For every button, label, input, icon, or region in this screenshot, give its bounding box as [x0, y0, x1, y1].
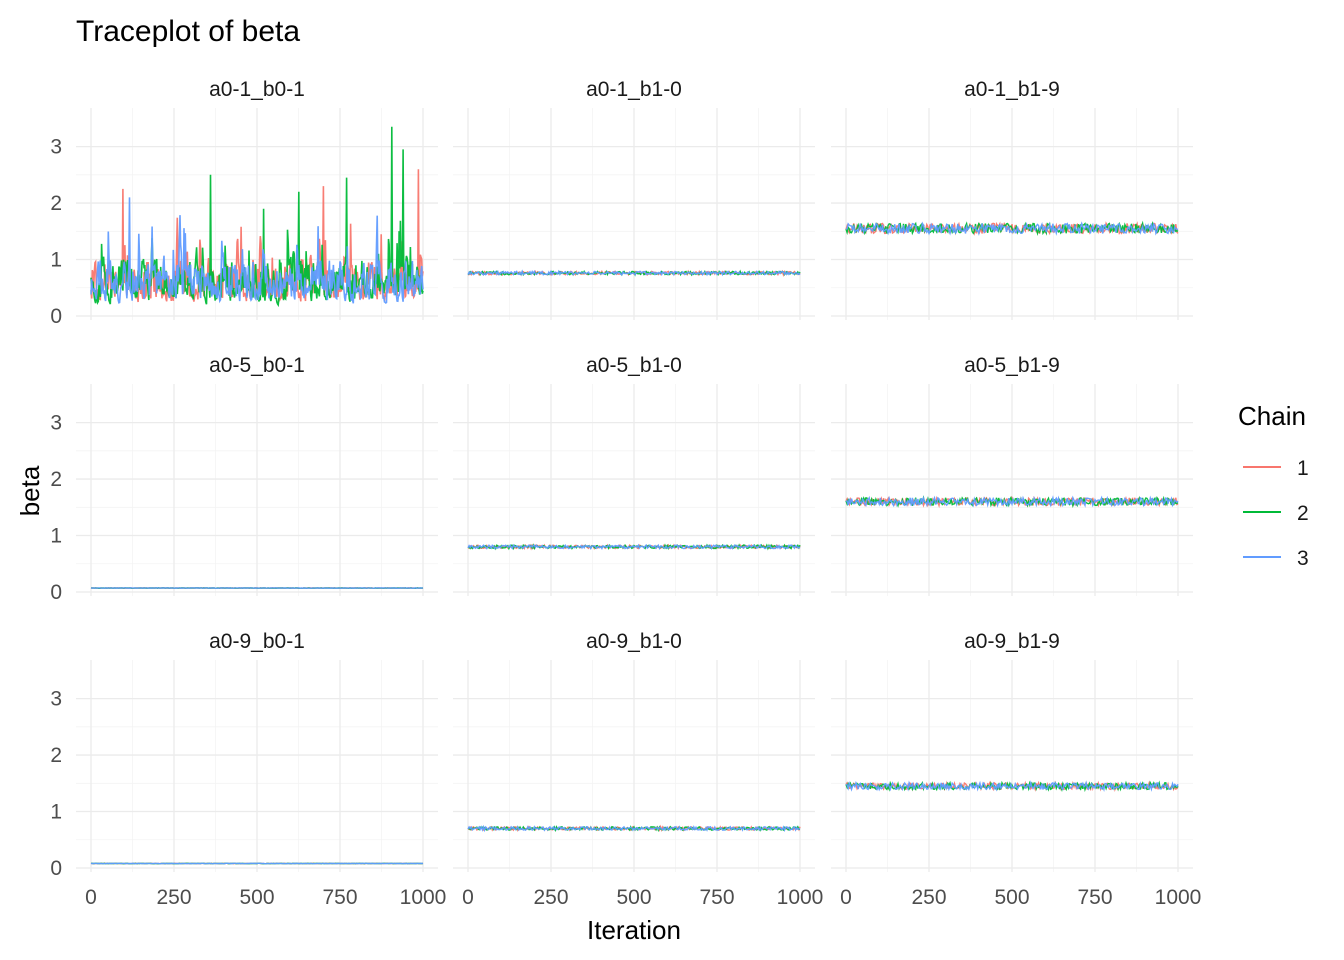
facet-strip-label: a0-1_b1-9	[964, 78, 1060, 101]
y-tick-label: 0	[50, 581, 62, 604]
y-tick-label: 0	[50, 305, 62, 328]
facet-panel-a0-5_b0-1: a0-5_b0-1 0 1 2 3	[50, 354, 438, 604]
y-tick-label: 2	[50, 468, 62, 491]
y-tick-label: 1	[50, 801, 62, 824]
facet-strip-label: a0-5_b1-9	[964, 354, 1060, 377]
y-tick-label: 2	[50, 192, 62, 215]
facet-strip-label: a0-5_b0-1	[209, 354, 305, 377]
x-tick-label: 0	[840, 886, 852, 909]
x-tick-label: 1000	[1155, 886, 1202, 909]
facet-panel-a0-1_b1-0: a0-1_b1-0	[453, 78, 815, 320]
series-line-chain-3	[467, 269, 801, 277]
facet-strip-label: a0-1_b0-1	[209, 78, 305, 101]
x-tick-label: 1000	[777, 886, 824, 909]
x-tick-label: 500	[994, 886, 1029, 909]
facet-panel-a0-9_b1-0: a0-9_b1-0 0 250 500 750 1000	[453, 630, 823, 909]
x-tick-label: 0	[85, 886, 97, 909]
facet-strip-label: a0-9_b1-0	[586, 630, 682, 653]
series-line-chain-3	[845, 221, 1179, 237]
series-line-chain-3	[467, 543, 801, 551]
facet-strip-label: a0-1_b1-0	[586, 78, 682, 101]
facet-panel-a0-9_b0-1: a0-9_b0-1 0 1 2 3 0 250 500 750 1000	[50, 630, 446, 909]
y-tick-label: 2	[50, 744, 62, 767]
chart-legend: Chain 1 2 3	[1238, 401, 1309, 570]
facet-panel-a0-5_b1-0: a0-5_b1-0	[453, 354, 815, 596]
y-axis-title: beta	[15, 465, 45, 516]
facet-strip-label: a0-5_b1-0	[586, 354, 682, 377]
x-tick-label: 0	[462, 886, 474, 909]
y-tick-label: 0	[50, 857, 62, 880]
x-tick-label: 750	[322, 886, 357, 909]
facet-panel-a0-1_b0-1: a0-1_b0-1 0 1 2 3	[50, 78, 438, 328]
y-tick-label: 3	[50, 412, 62, 435]
x-tick-label: 250	[533, 886, 568, 909]
series-line-chain-3	[90, 197, 424, 304]
facet-panel-a0-5_b1-9: a0-5_b1-9	[831, 354, 1193, 596]
series-line-chain-3	[845, 780, 1179, 793]
series-line-chain-2	[467, 543, 801, 551]
x-tick-label: 500	[616, 886, 651, 909]
x-tick-label: 750	[1077, 886, 1112, 909]
x-axis-title: Iteration	[587, 915, 681, 945]
chart-title: Traceplot of beta	[76, 15, 300, 48]
legend-label-chain-1: 1	[1297, 457, 1309, 480]
x-tick-label: 250	[156, 886, 191, 909]
x-tick-label: 500	[239, 886, 274, 909]
x-tick-label: 1000	[400, 886, 447, 909]
x-tick-label: 250	[911, 886, 946, 909]
series-line-chain-3	[467, 824, 801, 833]
x-tick-label: 750	[699, 886, 734, 909]
y-tick-label: 1	[50, 249, 62, 272]
series-line-chain-2	[845, 495, 1179, 509]
facet-strip-label: a0-9_b1-9	[964, 630, 1060, 653]
facet-strip-label: a0-9_b0-1	[209, 630, 305, 653]
y-tick-label: 3	[50, 136, 62, 159]
facet-panels: a0-1_b0-1 0 1 2 3 a0-1_b1-0 a0-1_b1-9 a0-5_b0-1…	[50, 78, 1201, 909]
legend-title: Chain	[1238, 401, 1306, 431]
series-line-chain-3	[90, 587, 424, 590]
legend-label-chain-2: 2	[1297, 502, 1309, 525]
y-tick-label: 1	[50, 525, 62, 548]
legend-label-chain-3: 3	[1297, 547, 1309, 570]
series-line-chain-3	[845, 495, 1179, 508]
y-tick-label: 3	[50, 688, 62, 711]
series-line-chain-2	[467, 825, 801, 833]
facet-panel-a0-1_b1-9: a0-1_b1-9	[831, 78, 1193, 320]
facet-panel-a0-9_b1-9: a0-9_b1-9 0 250 500 750 1000	[831, 630, 1201, 909]
